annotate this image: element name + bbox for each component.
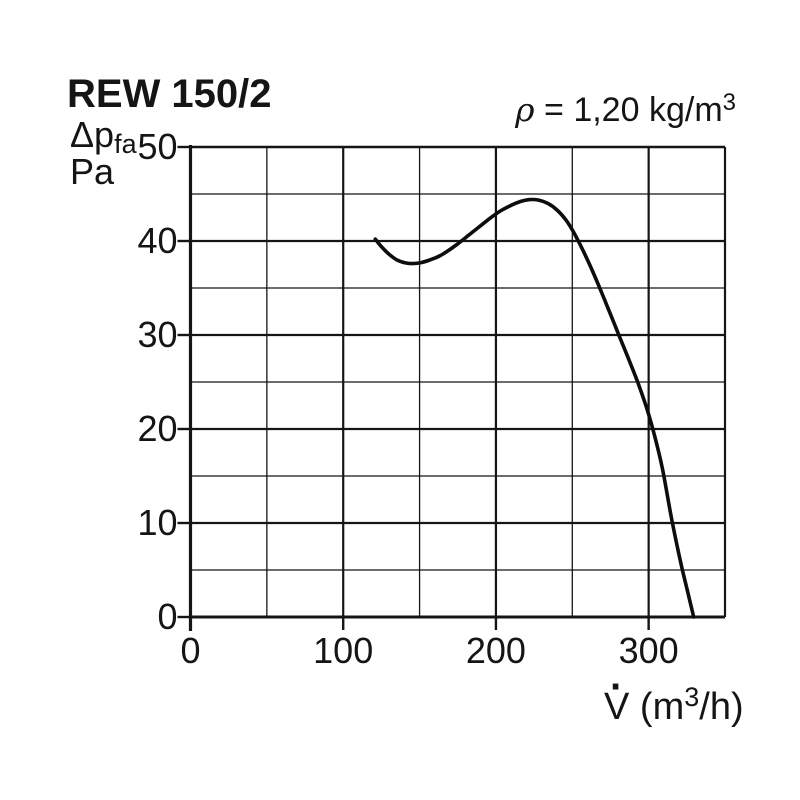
x-tick-label: 100	[313, 630, 374, 671]
fan-performance-curve	[373, 197, 696, 619]
x-tick-label: 300	[618, 630, 679, 671]
y-tick-label: 30	[137, 314, 178, 355]
density-equals: =	[534, 91, 574, 129]
page-title: REW 150/2	[67, 72, 272, 116]
delta-p-subscript: fa	[114, 129, 137, 159]
x-tick-label: 0	[180, 630, 201, 671]
y-tick-label: 0	[157, 596, 178, 637]
x-unit-open: (m	[629, 686, 685, 728]
x-unit-exponent: 3	[684, 682, 700, 712]
y-axis-unit: Pa	[70, 151, 115, 192]
y-tick-label: 40	[137, 220, 178, 261]
y-axis-quantity: Δpfa	[70, 114, 137, 158]
y-tick-label: 10	[137, 502, 178, 543]
x-tick-label: 200	[465, 630, 526, 671]
density-value: 1,20	[573, 91, 640, 129]
delta-p-symbol: Δp	[70, 114, 115, 155]
density-unit: kg/m	[639, 91, 723, 129]
volume-flow-symbol: V ·	[604, 667, 630, 729]
x-unit-close: /h)	[699, 686, 744, 728]
density-label: ρ = 1,20 kg/m3	[515, 90, 736, 130]
v-letter: V	[604, 686, 630, 728]
x-axis-title: V · (m3/h)	[604, 667, 744, 729]
y-axis-title: Δpfa Pa	[70, 116, 137, 190]
dot-over-v-icon: ·	[610, 665, 624, 709]
y-tick-label: 50	[137, 126, 178, 167]
y-tick-label: 20	[137, 408, 178, 449]
density-unit-exponent: 3	[722, 89, 736, 116]
rho-symbol: ρ	[515, 90, 535, 129]
